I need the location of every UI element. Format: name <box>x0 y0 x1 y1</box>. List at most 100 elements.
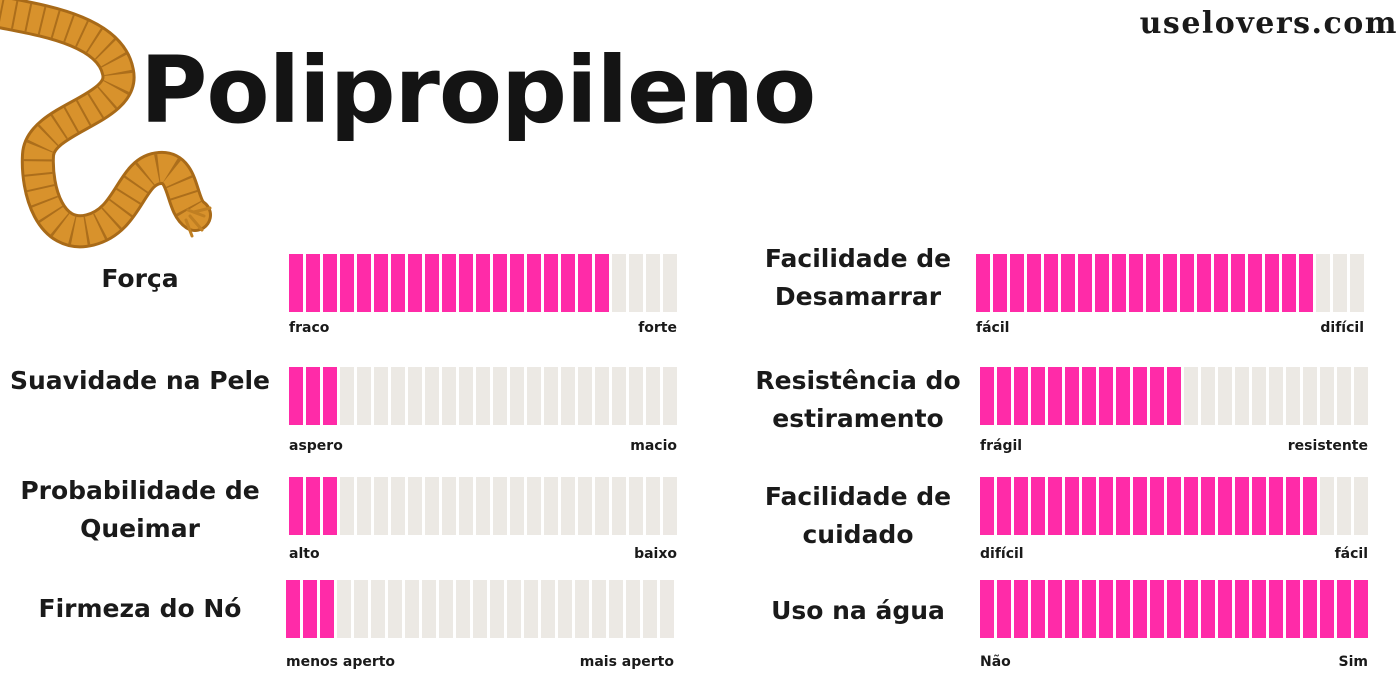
bar-segment-filled <box>1231 254 1245 312</box>
scale-max-label: forte <box>638 320 677 336</box>
bar-segment-empty <box>391 477 405 535</box>
rating-label: Resistência do estiramento <box>755 366 961 433</box>
rating-label: Facilidade de cuidado <box>764 482 952 549</box>
bar-segment-empty <box>1201 367 1215 425</box>
rating-label: Força <box>101 264 179 293</box>
bar-segment-empty <box>629 254 643 312</box>
bar-segment-empty <box>1303 367 1317 425</box>
bar-segment-filled <box>1150 367 1164 425</box>
scale-max-label: difícil <box>1320 320 1364 336</box>
bar-segment-filled <box>1197 254 1211 312</box>
bar-segment-empty <box>340 477 354 535</box>
rating-label: Probabilidade de Queimar <box>20 476 260 543</box>
bar-segment-empty <box>391 367 405 425</box>
brand-name: uselovers.com <box>1139 6 1398 41</box>
rating-bar <box>980 580 1368 638</box>
bar-segment-empty <box>1184 367 1198 425</box>
bar-segment-filled <box>286 580 300 638</box>
bar-segment-empty <box>510 477 524 535</box>
rating-label: Firmeza do Nó <box>38 594 242 623</box>
bar-segment-filled <box>544 254 558 312</box>
bar-segment-empty <box>357 367 371 425</box>
bar-segment-empty <box>1316 254 1330 312</box>
bar-segment-empty <box>609 580 623 638</box>
bar-segment-empty <box>459 367 473 425</box>
bar-segment-empty <box>473 580 487 638</box>
bar-segment-filled <box>303 580 317 638</box>
bar-segment-filled <box>1129 254 1143 312</box>
bar-segment-empty <box>612 367 626 425</box>
bar-segment-filled <box>1163 254 1177 312</box>
bar-segment-filled <box>357 254 371 312</box>
bar-segment-filled <box>323 367 337 425</box>
bar-segment-filled <box>1048 367 1062 425</box>
bar-segment-filled <box>1248 254 1262 312</box>
bar-segment-filled <box>1150 580 1164 638</box>
bar-segment-filled <box>1031 367 1045 425</box>
bar-segment-empty <box>439 580 453 638</box>
bar-segment-empty <box>357 477 371 535</box>
scale-min-label: alto <box>289 546 320 562</box>
bar-segment-filled <box>1184 580 1198 638</box>
bar-segment-filled <box>510 254 524 312</box>
rating-bar <box>289 254 677 312</box>
bar-segment-empty <box>561 367 575 425</box>
bar-segment-filled <box>1252 580 1266 638</box>
bar-segment-empty <box>646 367 660 425</box>
bar-segment-empty <box>524 580 538 638</box>
scale-min-label: aspero <box>289 438 343 454</box>
bar-segment-empty <box>371 580 385 638</box>
bar-segment-filled <box>1048 580 1062 638</box>
bar-segment-empty <box>456 580 470 638</box>
bar-segment-filled <box>306 254 320 312</box>
scale-min-label: fraco <box>289 320 330 336</box>
bar-segment-empty <box>1350 254 1364 312</box>
bar-segment-filled <box>1218 477 1232 535</box>
bar-segment-filled <box>997 580 1011 638</box>
bar-segment-empty <box>493 367 507 425</box>
bar-segment-filled <box>1116 477 1130 535</box>
bar-segment-filled <box>1082 477 1096 535</box>
bar-segment-filled <box>408 254 422 312</box>
bar-segment-filled <box>1031 477 1045 535</box>
bar-segment-filled <box>1027 254 1041 312</box>
page-title: Polipropileno <box>140 37 816 144</box>
rating-bar <box>289 477 677 535</box>
bar-segment-filled <box>997 367 1011 425</box>
bar-segment-filled <box>1269 477 1283 535</box>
bar-segment-empty <box>476 477 490 535</box>
bar-segment-filled <box>980 367 994 425</box>
bar-segment-filled <box>1269 580 1283 638</box>
bar-segment-empty <box>507 580 521 638</box>
bar-segment-empty <box>408 367 422 425</box>
bar-segment-filled <box>493 254 507 312</box>
scale-max-label: macio <box>630 438 677 454</box>
bar-segment-filled <box>391 254 405 312</box>
bar-segment-filled <box>980 477 994 535</box>
bar-segment-filled <box>1010 254 1024 312</box>
bar-segment-empty <box>388 580 402 638</box>
rating-bar <box>289 367 677 425</box>
bar-segment-empty <box>493 477 507 535</box>
bar-segment-filled <box>1065 580 1079 638</box>
bar-segment-empty <box>612 254 626 312</box>
bar-segment-filled <box>976 254 990 312</box>
bar-segment-empty <box>595 367 609 425</box>
scale-max-label: baixo <box>634 546 677 562</box>
bar-segment-filled <box>374 254 388 312</box>
bar-segment-filled <box>527 254 541 312</box>
bar-segment-filled <box>1180 254 1194 312</box>
bar-segment-filled <box>1133 580 1147 638</box>
bar-segment-filled <box>993 254 1007 312</box>
rating-bar <box>976 254 1364 312</box>
bar-segment-filled <box>595 254 609 312</box>
bar-segment-filled <box>323 254 337 312</box>
scale-max-label: mais aperto <box>579 654 674 670</box>
scale-min-label: fácil <box>976 320 1010 336</box>
rating-label: Uso na água <box>771 596 945 625</box>
bar-segment-filled <box>1299 254 1313 312</box>
bar-segment-filled <box>1201 580 1215 638</box>
bar-segment-empty <box>663 477 677 535</box>
bar-segment-empty <box>541 580 555 638</box>
bar-segment-empty <box>1337 477 1351 535</box>
